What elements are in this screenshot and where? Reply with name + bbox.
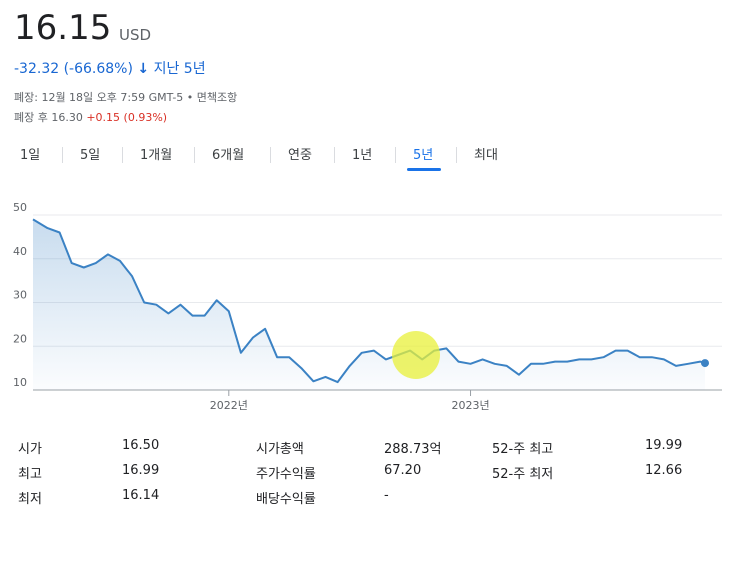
stat-label: 배당수익률 [256, 492, 316, 507]
active-underline [407, 168, 441, 171]
range-tab[interactable]: 1개월 [140, 148, 173, 163]
tab-separator [122, 147, 123, 163]
currency: USD [119, 26, 152, 44]
stat-label: 시가 [18, 442, 42, 457]
range-tab[interactable]: 1일 [20, 148, 41, 163]
stat-label: 시가총액 [256, 442, 304, 457]
range-tabs: 1일 5일 1개월 6개월 연중 1년 5년 최대 [0, 144, 736, 174]
y-tick-label: 20 [13, 332, 27, 345]
change: -32.32 (-66.68%) ↓ 지난 5년 [14, 58, 206, 78]
down-arrow: ↓ [137, 61, 150, 77]
x-tick-label: 2022년 [210, 399, 248, 412]
after-hours-change: +0.15 (0.93%) [86, 111, 168, 124]
stat-value: 16.50 [122, 438, 160, 453]
range-tab[interactable]: 연중 [288, 148, 312, 163]
price-line [32, 218, 706, 384]
after-hours: 폐장 후 16.30 +0.15 (0.93%) [14, 109, 167, 125]
x-tick-label: 2023년 [451, 399, 489, 412]
end-dot [701, 359, 709, 368]
stat-value: 67.20 [384, 463, 422, 478]
stat-value: 19.99 [645, 438, 683, 453]
y-tick-label: 10 [13, 376, 27, 389]
range-tab[interactable]: 1년 [352, 148, 373, 163]
period: 지난 5년 [153, 61, 206, 77]
tab-separator [194, 147, 195, 163]
y-tick-label: 50 [13, 201, 27, 214]
after-hours-label: 폐장 후 16.30 [14, 111, 83, 124]
close-info: 폐장: 12월 18일 오후 7:59 GMT-5 • 면책조항 [14, 91, 238, 104]
tab-separator [395, 147, 396, 163]
tab-separator [270, 147, 271, 163]
range-tab[interactable]: 6개월 [212, 148, 245, 163]
tab-separator [456, 147, 457, 163]
chart: 10 20 30 40 50 2022년 2023년 [13, 201, 722, 412]
stat-value: 288.73억 [384, 442, 442, 457]
cursor-highlight [392, 331, 440, 379]
stat-value: 16.99 [122, 463, 160, 478]
stat-label: 52-주 최저 [492, 467, 554, 482]
price: 16.15 [14, 8, 112, 48]
stat-value: 12.66 [645, 463, 683, 478]
stat-label: 최고 [18, 467, 42, 482]
stat-value: - [384, 488, 389, 503]
stat-label: 최저 [18, 492, 42, 507]
tab-separator [62, 147, 63, 163]
stat-value: 16.14 [122, 488, 160, 503]
stat-label: 주가수익률 [256, 467, 316, 482]
range-tab[interactable]: 5년 [413, 148, 434, 163]
area [33, 219, 705, 390]
range-tab[interactable]: 최대 [474, 148, 498, 163]
y-tick-label: 30 [13, 289, 27, 302]
tab-separator [334, 147, 335, 163]
change-value: -32.32 (-66.68%) [14, 61, 133, 77]
range-tab[interactable]: 5일 [80, 148, 101, 163]
stat-label: 52-주 최고 [492, 442, 554, 457]
y-tick-label: 40 [13, 245, 27, 258]
